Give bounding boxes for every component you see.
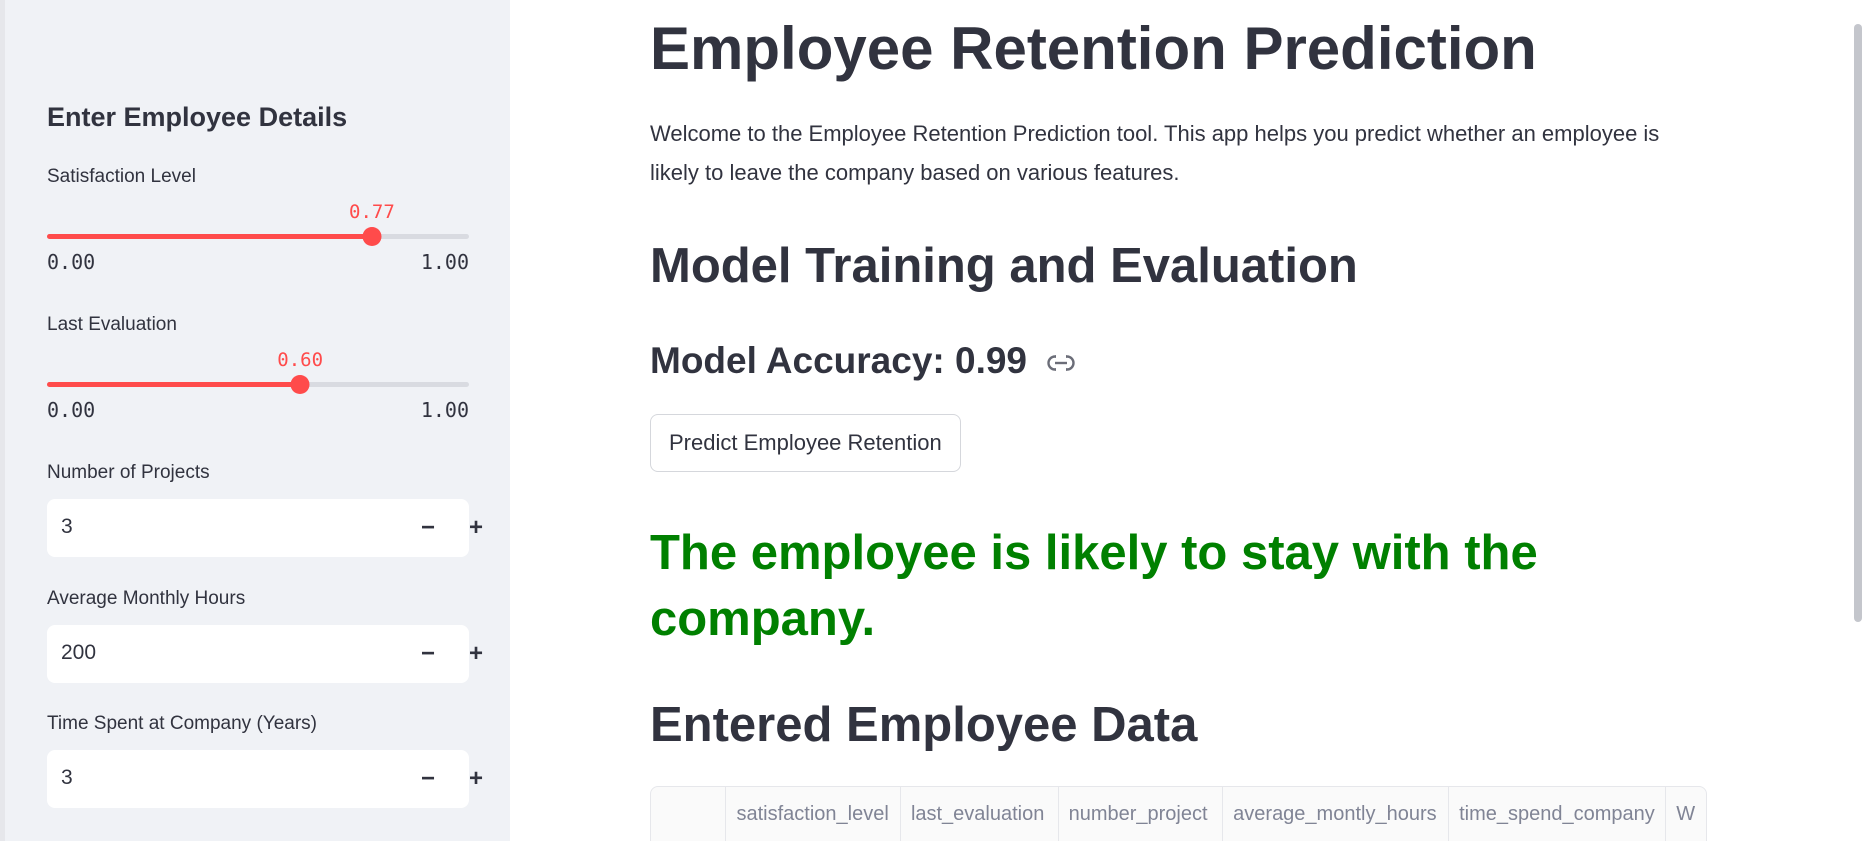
sidebar: Enter Employee Details Satisfaction Leve… — [0, 0, 510, 841]
slider-thumb[interactable] — [362, 227, 382, 246]
accuracy-heading: Model Accuracy: 0.99 — [650, 340, 1075, 382]
evaluation-slider[interactable]: 0.60 0.00 1.00 — [47, 336, 469, 422]
projects-input[interactable]: 3 − + — [47, 499, 483, 557]
slider-fill — [47, 382, 301, 387]
slider-value: 0.77 — [349, 201, 395, 223]
increment-button[interactable]: + — [468, 514, 483, 541]
time-input[interactable]: 3 − + — [47, 750, 483, 808]
predict-button[interactable]: Predict Employee Retention — [650, 414, 961, 472]
decrement-button[interactable]: − — [420, 514, 435, 541]
hours-label: Average Monthly Hours — [47, 588, 246, 609]
slider-value: 0.60 — [277, 349, 324, 371]
slider-max: 1.00 — [420, 398, 469, 422]
satisfaction-label: Satisfaction Level — [47, 166, 196, 187]
accuracy-text: Model Accuracy: 0.99 — [650, 340, 1028, 381]
projects-label: Number of Projects — [47, 462, 210, 483]
sidebar-title: Enter Employee Details — [47, 102, 348, 132]
section-training-heading: Model Training and Evaluation — [650, 239, 1358, 293]
table-header[interactable]: satisfaction_level — [726, 787, 901, 841]
slider-fill — [47, 234, 372, 239]
decrement-button[interactable]: − — [420, 765, 435, 792]
slider-min: 0.00 — [47, 398, 96, 422]
satisfaction-slider[interactable]: 0.77 0.00 1.00 — [47, 188, 469, 274]
decrement-button[interactable]: − — [420, 640, 435, 667]
increment-button[interactable]: + — [468, 640, 483, 667]
table-header[interactable]: number_project — [1059, 787, 1224, 841]
slider-track[interactable] — [47, 234, 469, 239]
link-icon[interactable] — [1047, 339, 1075, 381]
scrollbar[interactable] — [1854, 24, 1862, 622]
slider-track[interactable] — [47, 382, 469, 387]
table-header[interactable]: average_montly_hours — [1223, 787, 1450, 841]
slider-min: 0.00 — [47, 250, 96, 274]
time-label: Time Spent at Company (Years) — [47, 713, 317, 734]
prediction-result: The employee is likely to stay with the … — [650, 526, 1538, 646]
table-header[interactable]: W — [1676, 803, 1696, 825]
table-header[interactable]: time_spend_company — [1449, 787, 1667, 841]
table-header-index — [651, 787, 727, 841]
slider-max: 1.00 — [420, 250, 469, 274]
main-content: Employee Retention Prediction Welcome to… — [510, 0, 1864, 841]
hours-input[interactable]: 200 − + — [47, 625, 483, 683]
intro-text: Welcome to the Employee Retention Predic… — [650, 121, 1660, 185]
hours-value[interactable]: 200 — [61, 641, 97, 664]
table-header[interactable]: last_evaluation — [901, 787, 1059, 841]
section-data-heading: Entered Employee Data — [650, 698, 1198, 752]
employee-data-table[interactable]: satisfaction_level last_evaluation numbe… — [650, 786, 1707, 841]
projects-value[interactable]: 3 — [61, 515, 73, 538]
time-value[interactable]: 3 — [61, 766, 73, 789]
page-title: Employee Retention Prediction — [650, 15, 1537, 82]
increment-button[interactable]: + — [468, 765, 483, 792]
evaluation-label: Last Evaluation — [47, 314, 177, 335]
slider-thumb[interactable] — [290, 375, 310, 394]
